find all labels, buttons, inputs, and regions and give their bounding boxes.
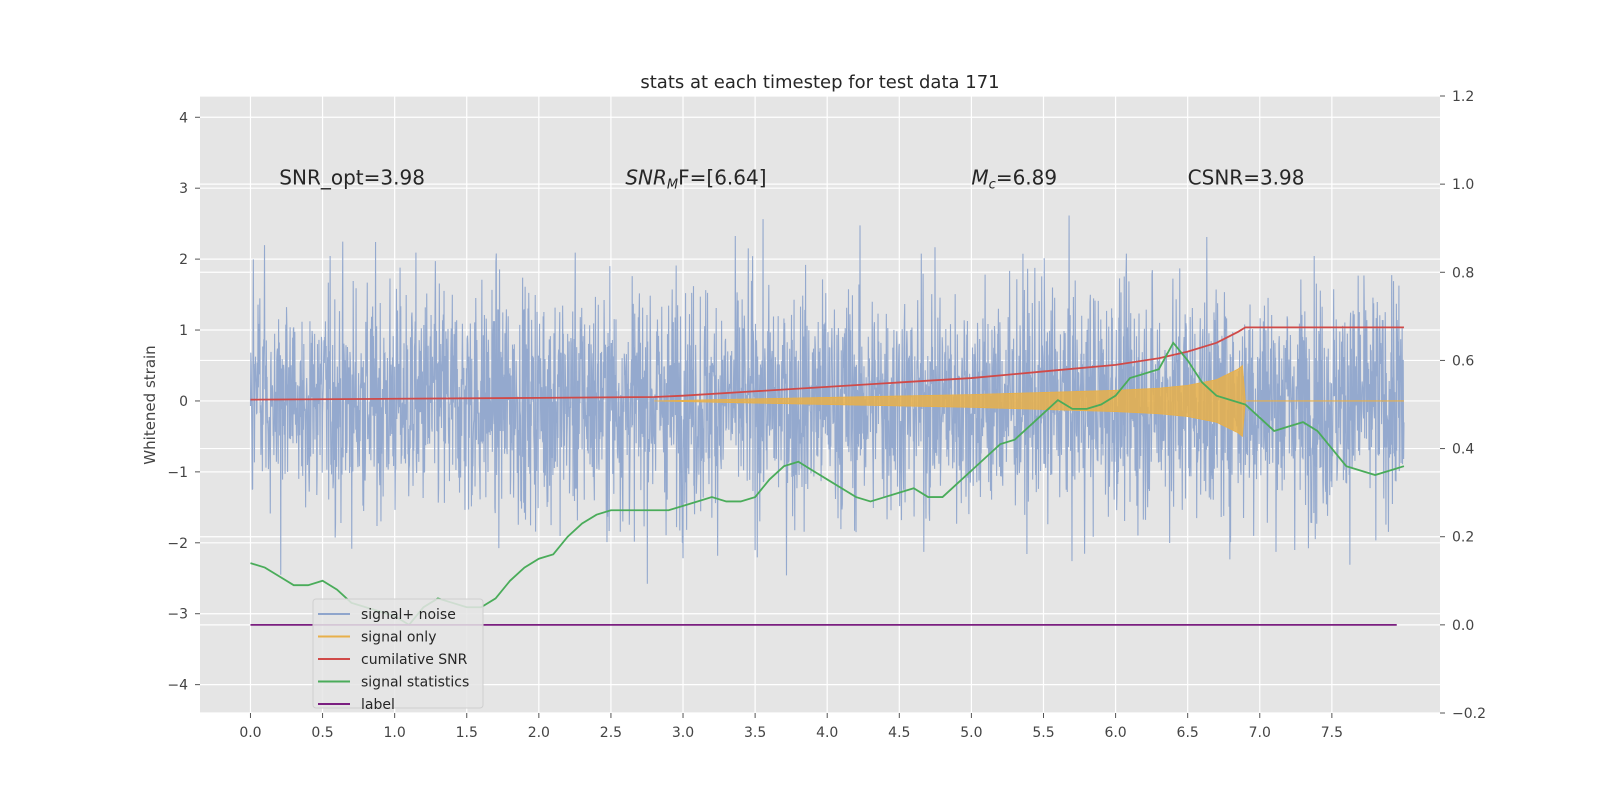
y-axis-label: Whitened strain (141, 345, 159, 464)
y-tick-label: 1 (179, 323, 188, 339)
annotation-main: M (971, 166, 988, 190)
legend-label: signal+ noise (361, 607, 456, 623)
y2-tick-label: 1.2 (1452, 89, 1474, 105)
annotation-rest: F=[6.64] (678, 166, 766, 190)
x-tick-label: 4.5 (888, 725, 910, 741)
x-tick-label: 0.5 (311, 725, 333, 741)
annotation-csnr: CSNR=3.98 (1188, 166, 1305, 190)
legend: signal+ noise signal only cumilative SNR si… (312, 598, 484, 713)
legend-label: cumilative SNR (361, 652, 468, 668)
y-tick-label: 2 (179, 252, 188, 268)
x-tick-label: 4.0 (816, 725, 838, 741)
legend-label: label (361, 697, 395, 713)
y-tick-label: −2 (167, 536, 188, 552)
x-tick-label: 2.0 (528, 725, 550, 741)
legend-label: signal statistics (361, 675, 469, 691)
annotation-mc: Mc=6.89 (971, 166, 1057, 193)
y2-tick-label: 0.8 (1452, 265, 1474, 281)
x-tick-label: 6.5 (1177, 725, 1199, 741)
legend-box (312, 598, 484, 709)
chart-title: stats at each timestep for test data 171 (640, 72, 999, 93)
signal-only-series (654, 364, 1404, 438)
annotation-snr_opt: SNR_opt=3.98 (279, 166, 425, 190)
x-tick-label: 6.0 (1104, 725, 1126, 741)
y2-tick-label: 0.6 (1452, 353, 1474, 369)
y2-tick-label: −0.2 (1452, 706, 1486, 722)
x-tick-label: 3.0 (672, 725, 694, 741)
y-tick-label: −4 (167, 678, 188, 694)
annotations: SNR_opt=3.98 SNRMF=[6.64] Mc=6.89 CSNR=3.98 (279, 166, 1304, 193)
x-tick-label: 0.0 (239, 725, 261, 741)
y2-tick-label: 1.0 (1452, 177, 1474, 193)
y-tick-label: 0 (179, 394, 188, 410)
legend-label: signal only (361, 630, 436, 646)
y2-tick-label: 0.2 (1452, 530, 1474, 546)
y-tick-label: 3 (179, 181, 188, 197)
x-tick-label: 5.5 (1032, 725, 1054, 741)
annotation-main: SNR (625, 166, 667, 190)
y-tick-label: −1 (167, 465, 188, 481)
x-tick-label: 5.0 (960, 725, 982, 741)
signal-noise-line (249, 215, 1405, 584)
annotation-subscript: c (989, 178, 996, 193)
y2-tick-label: 0.4 (1452, 442, 1474, 458)
x-tick-label: 1.5 (456, 725, 478, 741)
annotation-rest: =6.89 (996, 166, 1057, 190)
x-tick-label: 7.0 (1249, 725, 1271, 741)
y2-tick-label: 0.0 (1452, 618, 1474, 634)
x-tick-label: 7.5 (1321, 725, 1343, 741)
x-tick-label: 3.5 (744, 725, 766, 741)
annotation-subscript: M (667, 178, 678, 193)
axis-ticks: 0.0 0.5 1.0 1.5 2.0 2.5 3.0 3.5 4.0 4.5 5.0 5.5 6.0 6… (167, 89, 1486, 741)
series-line-2 (250, 326, 1404, 401)
y-tick-label: −3 (167, 607, 188, 623)
y-tick-label: 4 (179, 110, 188, 126)
x-tick-label: 1.0 (384, 725, 406, 741)
signal-noise-series (249, 215, 1405, 584)
x-tick-label: 2.5 (600, 725, 622, 741)
annotation-snr_mf: SNRMF=[6.64] (625, 166, 766, 193)
